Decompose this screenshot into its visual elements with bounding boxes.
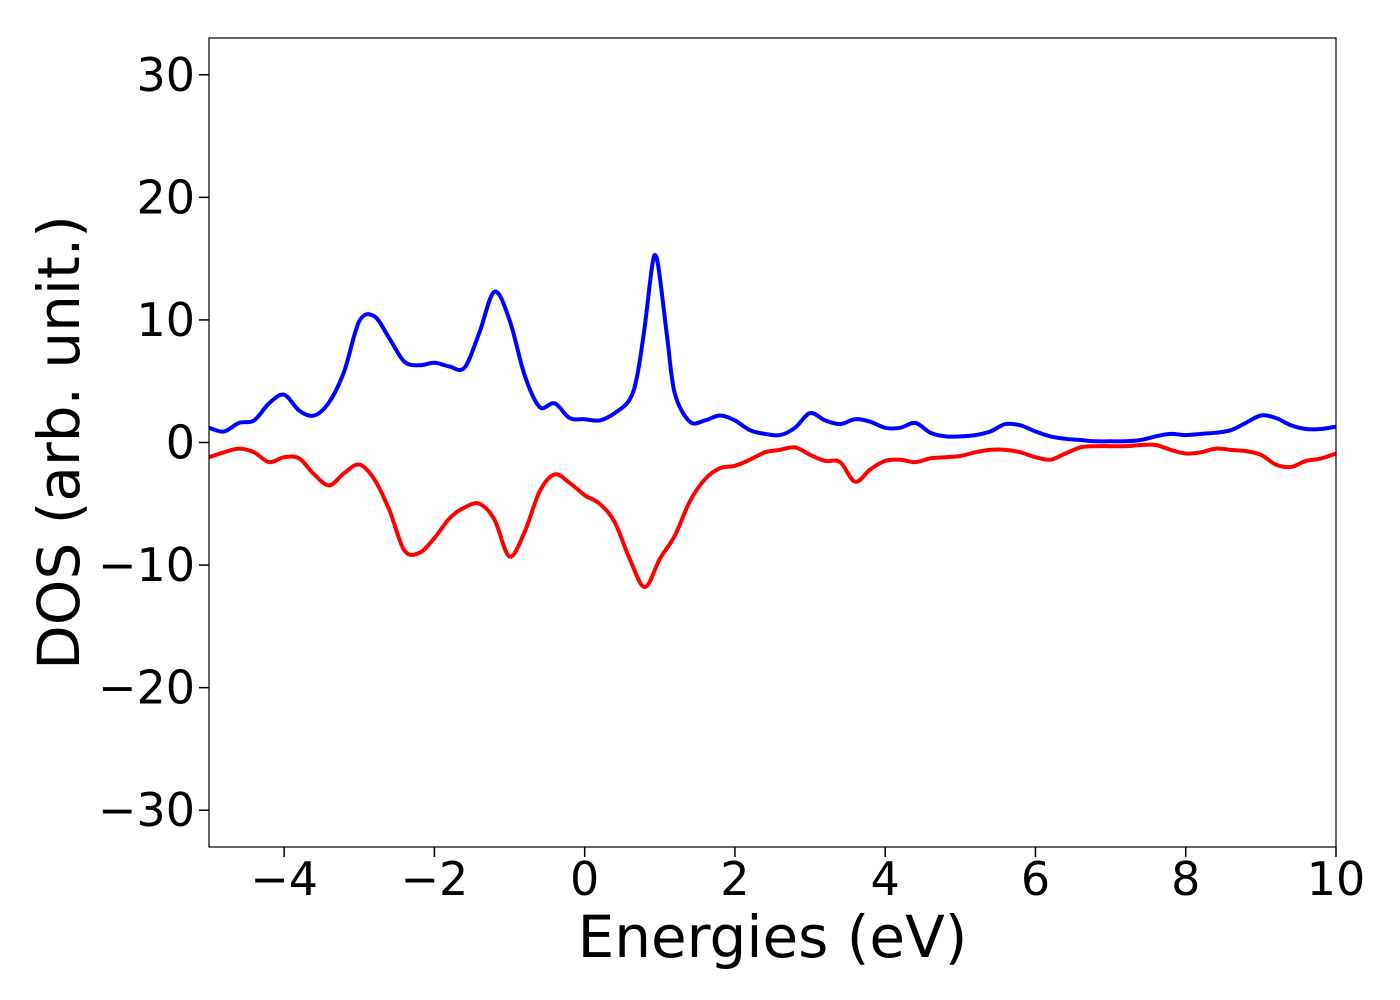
y-tick-label: 0 [166, 416, 195, 470]
x-tick-label: 10 [1307, 852, 1366, 906]
x-tick-label: 2 [720, 852, 749, 906]
y-tick-label: 10 [136, 293, 195, 347]
series-line-blue [208, 252, 1337, 444]
y-tick-label: −20 [98, 661, 195, 715]
x-axis-title: Energies (eV) [578, 903, 968, 971]
series-layer [208, 252, 1337, 590]
y-tick-label: −10 [98, 538, 195, 592]
x-tick-label: −2 [400, 852, 468, 906]
x-tick-label: 0 [570, 852, 599, 906]
x-tick-label: 8 [1171, 852, 1200, 906]
plot-frame [208, 37, 1337, 848]
y-tick-label: 20 [136, 170, 195, 224]
series-line-red [208, 442, 1337, 590]
y-tick-label: 30 [136, 48, 195, 102]
x-tick-label: 4 [871, 852, 900, 906]
y-tick-label: −30 [98, 783, 195, 837]
y-axis-title: DOS (arb. unit.) [25, 215, 93, 670]
x-tick-label: 6 [1021, 852, 1050, 906]
x-tick-label: −4 [250, 852, 318, 906]
